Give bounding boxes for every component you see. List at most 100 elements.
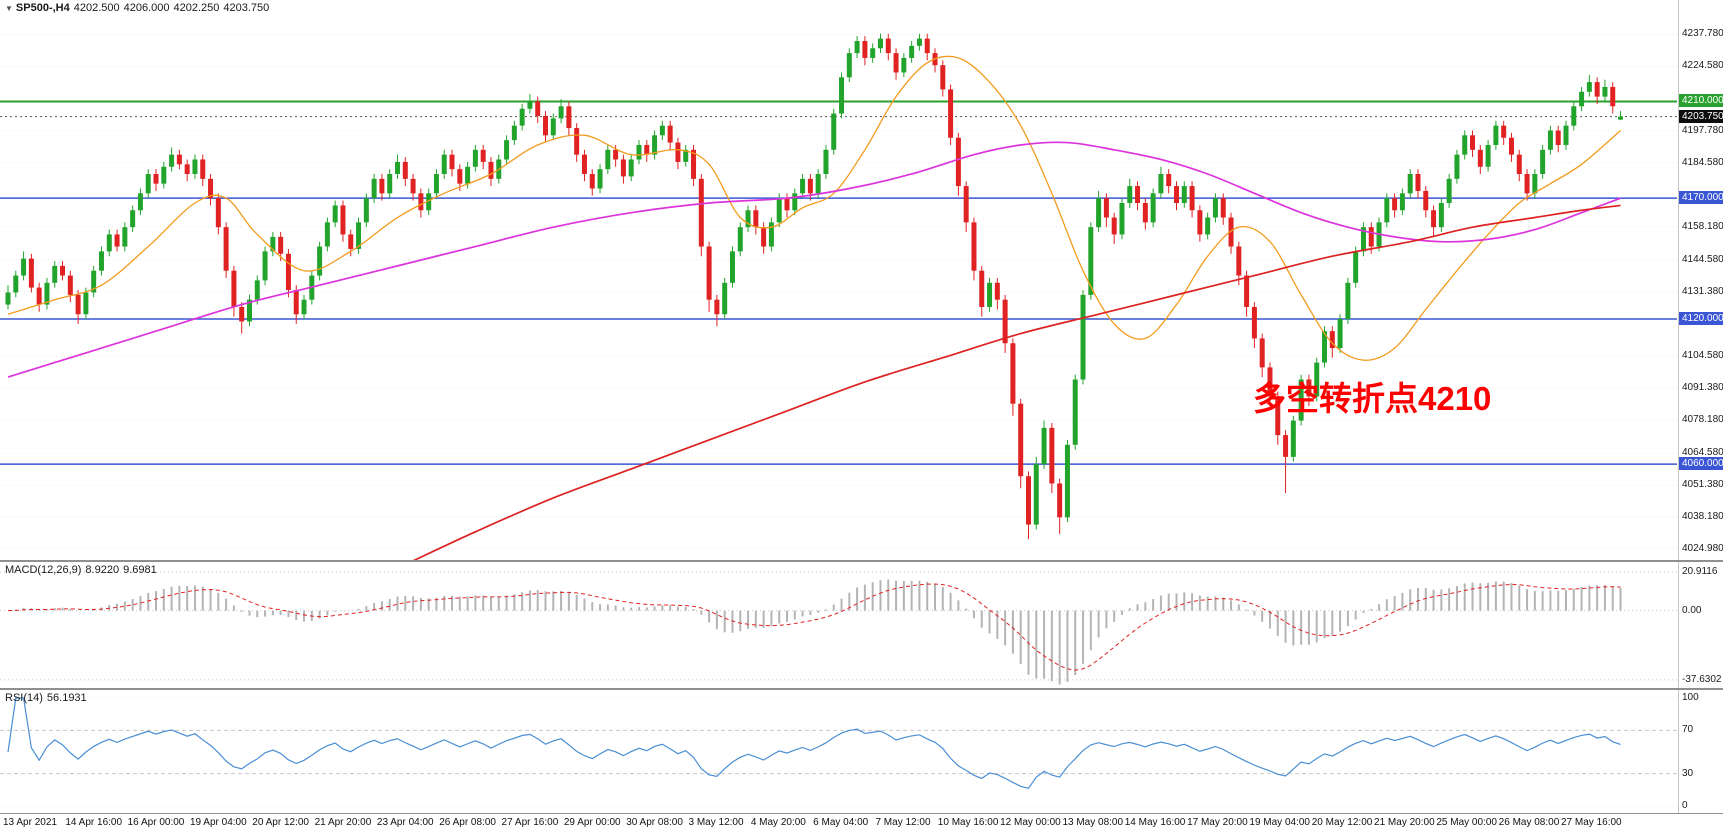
macd-main-value: 8.9220 (85, 564, 120, 576)
candle-body (628, 159, 634, 177)
candle-body (800, 178, 806, 194)
time-axis-label: 6 May 04:00 (813, 817, 869, 828)
candle-body (122, 227, 128, 247)
candle-body (784, 198, 790, 211)
candle-body (433, 173, 439, 194)
candle-body (1415, 173, 1421, 191)
mid-ma-line[interactable] (7, 141, 1621, 378)
candle-body (340, 205, 346, 235)
rsi-canvas[interactable] (0, 690, 1723, 812)
candle-body (1586, 82, 1592, 92)
candle-body (52, 265, 58, 283)
candle-body (1197, 210, 1203, 235)
price-tick-label: 4051.380 (1682, 478, 1723, 490)
candle-body (854, 41, 860, 54)
price-chart-canvas[interactable] (0, 0, 1723, 560)
price-tick-label: 4038.180 (1682, 510, 1723, 522)
candle-body (1033, 464, 1039, 525)
close-value: 4203.750 (223, 2, 270, 14)
candle-body (371, 178, 377, 199)
candle-body (21, 258, 27, 276)
candle-body (402, 161, 408, 179)
price-tick-label: 4131.380 (1682, 285, 1723, 297)
candle-body (1111, 217, 1117, 235)
candle-body (792, 193, 798, 211)
panel-divider[interactable] (0, 560, 1723, 562)
candle-body (44, 282, 50, 305)
candle-body (1283, 435, 1289, 457)
candle-body (1290, 420, 1296, 457)
candle-body (1181, 186, 1187, 204)
candle-body (1244, 275, 1250, 307)
candle-body (67, 275, 73, 295)
candle-body (1306, 379, 1312, 397)
candle-body (1423, 190, 1429, 211)
price-tick-label: 4197.780 (1682, 125, 1723, 136)
price-annotation-text[interactable]: 多空转折点4210 (1253, 380, 1492, 417)
time-axis[interactable]: 13 Apr 2021 14 Apr 16:00 16 Apr 00:00 19 Ap… (0, 813, 1723, 840)
candle-body (1010, 343, 1016, 404)
candle-body (324, 222, 330, 247)
candle-body (1212, 198, 1218, 218)
candle-body (348, 234, 354, 249)
price-tick-label: 0 (1682, 800, 1688, 811)
candle-body (1049, 427, 1055, 484)
candle-body (137, 193, 143, 211)
macd-canvas[interactable] (0, 562, 1723, 688)
fast-ma-line[interactable] (7, 55, 1621, 361)
candle-body (987, 282, 993, 307)
candle-body (589, 173, 595, 189)
panel-divider[interactable] (0, 688, 1723, 690)
price-tick-label: 4024.980 (1682, 542, 1723, 554)
candle-body (208, 178, 214, 199)
candles (5, 33, 1624, 540)
price-tick-label: 4144.580 (1682, 253, 1723, 265)
rsi-label: RSI(14) 56.1931 (5, 692, 91, 704)
time-axis-label: 20 Apr 12:00 (252, 817, 309, 828)
candle-body (332, 205, 338, 223)
candle-body (1057, 483, 1063, 518)
candle-body (870, 48, 876, 58)
candle-body (652, 135, 658, 155)
slow-ma-line[interactable] (412, 204, 1621, 560)
candle-body (543, 115, 549, 136)
candle-body (1166, 173, 1172, 187)
candle-body (644, 144, 650, 155)
price-line-badge: 4210.000 (1679, 94, 1723, 108)
candle-body (1360, 227, 1366, 252)
price-tick-label: 4224.580 (1682, 60, 1723, 72)
candle-body (1384, 198, 1390, 223)
candle-body (1002, 299, 1008, 344)
candle-body (761, 227, 767, 247)
candle-body (1610, 86, 1616, 107)
candle-body (1205, 217, 1211, 235)
time-axis-label: 21 May 20:00 (1374, 817, 1435, 828)
time-axis-label: 25 May 00:00 (1436, 817, 1497, 828)
candle-body (1096, 198, 1102, 228)
candle-body (667, 125, 673, 143)
candle-body (1602, 86, 1608, 97)
price-tick-label: 100 (1682, 692, 1699, 703)
candle-body (511, 125, 517, 141)
candle-body (184, 164, 190, 174)
candle-body (1314, 362, 1320, 397)
candle-body (729, 251, 735, 283)
candle-body (200, 159, 206, 179)
candle-body (1438, 203, 1444, 228)
candle-body (1150, 193, 1156, 223)
candle-body (1135, 186, 1141, 204)
low-value: 4202.250 (173, 2, 220, 14)
candle-body (410, 178, 416, 194)
candle-body (550, 118, 556, 136)
candle-body (449, 154, 455, 170)
macd-histogram (14, 579, 1622, 685)
macd-signal-value: 9.6981 (123, 564, 157, 576)
candle-body (1493, 125, 1499, 145)
candle-body (465, 166, 471, 184)
candle-body (1477, 149, 1483, 167)
candle-body (246, 299, 252, 322)
candle-body (1524, 173, 1530, 194)
chart-menu-icon[interactable]: ▼ (5, 4, 13, 13)
candle-body (28, 258, 34, 288)
